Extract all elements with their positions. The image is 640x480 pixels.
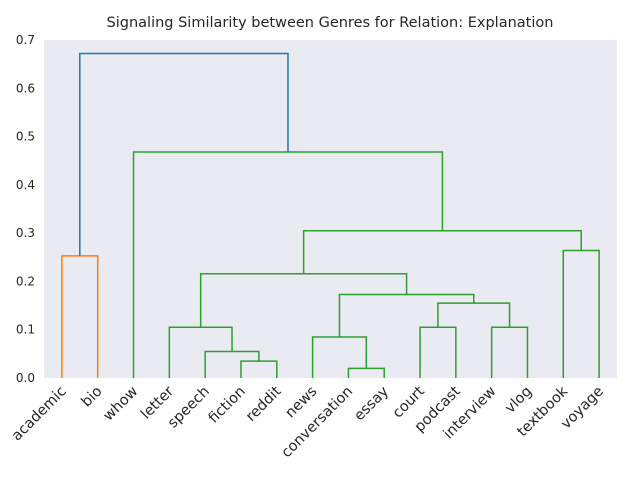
x-tick-label: fiction (206, 384, 249, 427)
x-axis: academic biowhowletterspeechfictionreddit… (9, 383, 607, 461)
dendrogram-link (562, 249, 600, 378)
plot-area-background (44, 40, 617, 378)
y-tick-label: 0.6 (16, 81, 35, 95)
y-axis: 0.0 0.1 0.2 0.3 0.4 0.5 0.6 0.7 (16, 33, 35, 385)
y-tick-label: 0.5 (16, 130, 35, 144)
y-tick-label: 0.2 (16, 274, 35, 288)
dendrogram-link (199, 272, 408, 328)
chart-title: Signaling Similarity between Genres for … (107, 15, 554, 31)
x-tick-label: academic (9, 383, 70, 444)
y-tick-label: 0.7 (16, 33, 35, 47)
dendrogram-link (132, 151, 444, 378)
dendrogram-link (204, 350, 260, 378)
y-tick-label: 0.3 (16, 226, 35, 240)
y-tick-label: 0.0 (16, 371, 35, 385)
x-tick-label: bio (79, 383, 106, 410)
dendrogram-link (79, 52, 289, 256)
dendrogram-links (61, 52, 600, 378)
dendrogram-link (302, 229, 582, 274)
x-tick-label: reddit (243, 383, 285, 425)
dendrogram-link (347, 367, 385, 378)
y-tick-label: 0.1 (16, 323, 35, 337)
dendrogram-link (338, 293, 475, 337)
x-tick-label: essay (351, 383, 392, 424)
y-tick-label: 0.4 (16, 178, 35, 192)
x-tick-label: whow (101, 383, 142, 424)
